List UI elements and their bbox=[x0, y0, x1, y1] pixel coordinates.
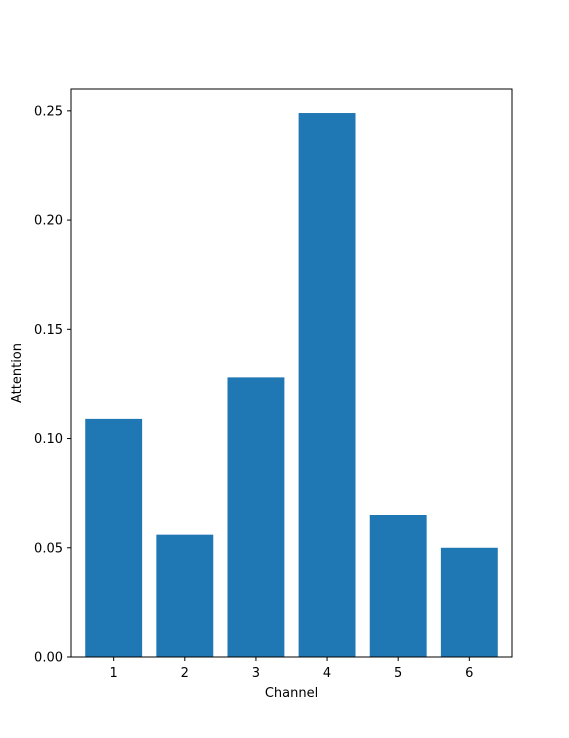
x-tick-label: 1 bbox=[110, 666, 118, 681]
plot-frame bbox=[70, 88, 513, 658]
y-tick-label: 0.20 bbox=[34, 214, 63, 229]
x-tick-label: 5 bbox=[394, 666, 402, 681]
x-tick-label: 3 bbox=[252, 666, 260, 681]
y-tick-label: 0.00 bbox=[34, 651, 63, 666]
y-tick-label: 0.15 bbox=[34, 323, 63, 338]
bars-group bbox=[85, 113, 498, 658]
x-tick-label: 2 bbox=[181, 666, 189, 681]
y-axis: 0.00 0.05 0.10 0.15 0.20 0.25 bbox=[34, 104, 71, 666]
bar-channel-6 bbox=[440, 547, 498, 657]
bar-channel-3 bbox=[227, 377, 285, 657]
y-axis-label: Attention bbox=[10, 343, 25, 403]
bar-channel-4 bbox=[298, 113, 356, 658]
x-tick-label: 6 bbox=[465, 666, 473, 681]
bar-channel-5 bbox=[369, 515, 427, 657]
y-tick-label: 0.25 bbox=[34, 104, 63, 119]
bar-channel-2 bbox=[156, 534, 214, 657]
bar-channel-1 bbox=[85, 418, 143, 657]
x-tick-label: 4 bbox=[323, 666, 331, 681]
y-tick-label: 0.10 bbox=[34, 432, 63, 447]
y-tick-label: 0.05 bbox=[34, 541, 63, 556]
x-axis-label: Channel bbox=[265, 686, 318, 701]
x-axis: 1 2 3 4 5 6 bbox=[110, 657, 473, 681]
